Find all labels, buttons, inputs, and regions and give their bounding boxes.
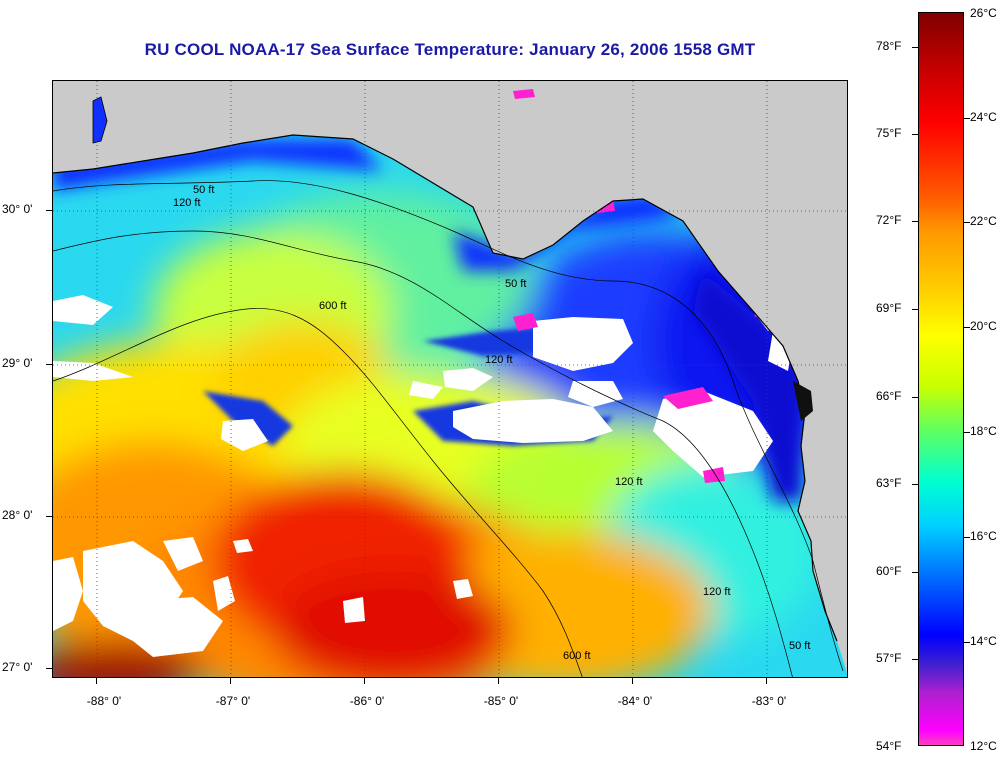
longitude-label: -84° 0': [617, 694, 653, 708]
graticule: [53, 81, 847, 677]
colorbar-fahrenheit-label: 54°F: [876, 739, 902, 753]
temperature-colorbar: [918, 12, 964, 746]
contour-label: 120 ft: [703, 586, 731, 598]
contour-label: 50 ft: [789, 640, 810, 652]
colorbar-celsius-label: 20°C: [970, 319, 997, 333]
colorbar-fahrenheit-label: 66°F: [876, 389, 902, 403]
colorbar-celsius-label: 14°C: [970, 634, 997, 648]
colorbar-fahrenheit-label: 60°F: [876, 564, 902, 578]
map-title: RU COOL NOAA-17 Sea Surface Temperature:…: [144, 40, 756, 59]
cloud-cover: [53, 295, 793, 657]
colorbar-fahrenheit-label: 57°F: [876, 651, 902, 665]
longitude-label: -85° 0': [483, 694, 519, 708]
colorbar-celsius-label: 24°C: [970, 110, 997, 124]
colorbar-celsius-label: 18°C: [970, 424, 997, 438]
latitude-label: 29° 0': [2, 356, 33, 370]
colorbar-celsius-label: 12°C: [970, 739, 997, 753]
sea-surface-temperature-map: 50 ft 120 ft 600 ft 120 ft 50 ft 120 ft …: [52, 80, 848, 678]
depth-contours: [53, 180, 844, 677]
contour-label: 120 ft: [615, 476, 643, 488]
colorbar-fahrenheit-label: 78°F: [876, 39, 902, 53]
colorbar-celsius-label: 26°C: [970, 6, 997, 20]
latitude-label: 30° 0': [2, 202, 33, 216]
contour-label: 600 ft: [563, 650, 591, 662]
contour-label: 120 ft: [173, 197, 201, 209]
colorbar-celsius-label: 16°C: [970, 529, 997, 543]
colorbar-fahrenheit-label: 69°F: [876, 301, 902, 315]
contour-label: 120 ft: [485, 354, 513, 366]
contour-label: 50 ft: [505, 278, 526, 290]
longitude-label: -86° 0': [349, 694, 385, 708]
colorbar-fahrenheit-label: 75°F: [876, 126, 902, 140]
latitude-label: 28° 0': [2, 508, 33, 522]
contour-label: 50 ft: [193, 184, 214, 196]
coastline: [53, 134, 838, 642]
colorbar-fahrenheit-label: 63°F: [876, 476, 902, 490]
colorbar-fahrenheit-label: 72°F: [876, 213, 902, 227]
longitude-label: -88° 0': [86, 694, 122, 708]
latitude-label: 27° 0': [2, 660, 33, 674]
contour-label: 600 ft: [319, 300, 347, 312]
colorbar-celsius-label: 22°C: [970, 214, 997, 228]
longitude-label: -83° 0': [751, 694, 787, 708]
longitude-label: -87° 0': [215, 694, 251, 708]
